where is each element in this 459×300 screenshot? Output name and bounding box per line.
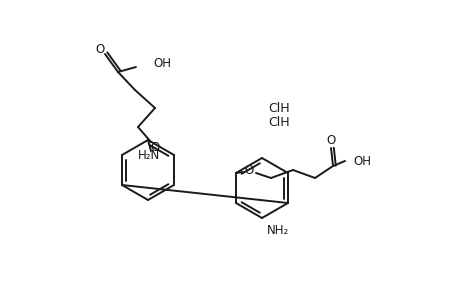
- Text: OH: OH: [352, 154, 370, 167]
- Text: O: O: [95, 43, 104, 56]
- Text: OH: OH: [153, 56, 171, 70]
- Text: O: O: [150, 140, 159, 154]
- Text: O: O: [326, 134, 335, 146]
- Text: O: O: [244, 164, 253, 176]
- Text: NH₂: NH₂: [266, 224, 289, 238]
- Text: H₂N: H₂N: [137, 148, 160, 161]
- Text: ClH: ClH: [268, 116, 289, 128]
- Text: ClH: ClH: [268, 101, 289, 115]
